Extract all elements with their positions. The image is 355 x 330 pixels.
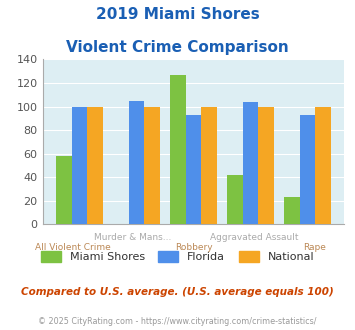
Text: All Violent Crime: All Violent Crime bbox=[35, 243, 111, 251]
Text: Robbery: Robbery bbox=[175, 243, 212, 251]
Text: Aggravated Assault: Aggravated Assault bbox=[209, 233, 298, 242]
Text: Violent Crime Comparison: Violent Crime Comparison bbox=[66, 40, 289, 54]
Bar bbox=[258, 107, 274, 224]
Bar bbox=[300, 115, 315, 224]
Bar bbox=[315, 107, 331, 224]
Text: 2019 Miami Shores: 2019 Miami Shores bbox=[95, 7, 260, 21]
Text: Murder & Mans...: Murder & Mans... bbox=[94, 233, 172, 242]
Bar bbox=[170, 75, 186, 224]
Bar bbox=[144, 107, 159, 224]
Bar bbox=[228, 175, 243, 224]
Text: © 2025 CityRating.com - https://www.cityrating.com/crime-statistics/: © 2025 CityRating.com - https://www.city… bbox=[38, 317, 317, 326]
Bar bbox=[284, 197, 300, 224]
Bar bbox=[72, 107, 87, 224]
Bar bbox=[87, 107, 103, 224]
Text: Rape: Rape bbox=[303, 243, 326, 251]
Bar bbox=[186, 115, 201, 224]
Bar bbox=[243, 102, 258, 224]
Bar bbox=[201, 107, 217, 224]
Bar bbox=[56, 156, 72, 224]
Text: Compared to U.S. average. (U.S. average equals 100): Compared to U.S. average. (U.S. average … bbox=[21, 287, 334, 297]
Legend: Miami Shores, Florida, National: Miami Shores, Florida, National bbox=[37, 247, 318, 267]
Bar bbox=[129, 101, 144, 224]
